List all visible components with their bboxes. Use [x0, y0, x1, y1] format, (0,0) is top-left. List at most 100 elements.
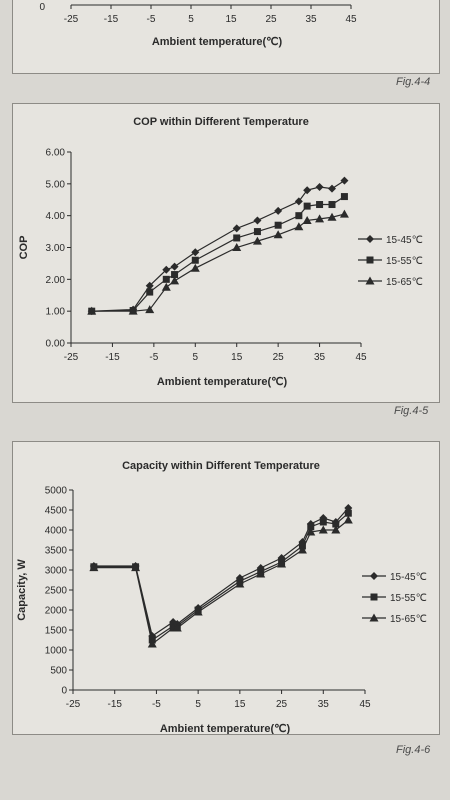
data-point-diamond	[328, 184, 336, 193]
x-tick-label: 45	[345, 14, 357, 25]
data-point-triangle	[235, 579, 245, 588]
data-point-square	[328, 201, 336, 209]
y-tick-label: 3.00	[46, 243, 66, 254]
x-tick-label: -5	[149, 352, 158, 363]
data-point-triangle	[161, 282, 171, 291]
data-point-triangle	[306, 527, 316, 536]
x-tick-label: -25	[64, 14, 79, 25]
series-line	[91, 213, 345, 312]
x-tick-label: 15	[225, 14, 237, 25]
data-point-triangle	[327, 212, 337, 221]
data-point-triangle	[365, 276, 375, 285]
x-tick-label: -15	[105, 352, 120, 363]
data-point-triangle	[252, 236, 262, 245]
chart-title: COP within Different Temperature	[133, 116, 309, 128]
y-tick-label: 3500	[45, 546, 68, 557]
data-point-diamond	[370, 572, 378, 580]
legend-label: 15-45℃	[390, 572, 427, 583]
y-tick-label: 5000	[45, 486, 68, 497]
x-tick-label: 35	[314, 352, 326, 363]
figure-4-6-frame: Capacity within Different Temperature 0 50…	[12, 441, 440, 735]
data-point-triangle	[232, 243, 242, 251]
y-tick-label: 2500	[45, 586, 68, 597]
chart-title: Capacity within Different Temperature	[122, 460, 320, 472]
legend-label: 15-65℃	[390, 614, 427, 625]
x-axis-title: Ambient temperature(℃)	[160, 723, 291, 734]
x-tick-label: 45	[359, 699, 371, 710]
y-tick-label: 6.00	[46, 148, 66, 159]
data-point-triangle	[193, 607, 203, 616]
data-point-triangle	[170, 276, 180, 285]
data-point-square	[162, 275, 170, 283]
data-point-square	[191, 256, 199, 264]
data-point-diamond	[253, 216, 262, 225]
x-tick-label: 25	[265, 14, 277, 25]
data-point-square	[340, 193, 348, 201]
chart-cop: COP within Different Temperature 0.00 1.00…	[18, 116, 423, 388]
data-point-diamond	[170, 262, 179, 271]
legend-label: 15-55℃	[386, 256, 423, 267]
data-point-triangle	[147, 639, 157, 648]
x-tick-label: 5	[188, 14, 194, 25]
x-tick-label: -25	[66, 699, 81, 710]
data-point-square	[332, 520, 340, 528]
data-point-square	[274, 221, 282, 229]
y-tick-label: 1.00	[46, 307, 66, 318]
x-axis-title: Ambient temperature(℃)	[157, 376, 288, 388]
data-point-triangle	[172, 623, 182, 632]
legend-label: 15-65℃	[386, 277, 423, 288]
data-point-square	[233, 234, 241, 242]
figure-4-5-frame: COP within Different Temperature 0.00 1.00…	[12, 103, 440, 403]
data-point-diamond	[366, 235, 374, 243]
data-point-triangle	[297, 545, 307, 554]
data-point-triangle	[369, 613, 379, 622]
y-tick-label: 0.00	[46, 339, 66, 350]
x-axis-title: Ambient temperature(℃)	[152, 36, 283, 48]
data-point-triangle	[339, 209, 349, 218]
x-tick-label: 15	[231, 352, 243, 363]
data-point-square	[171, 271, 179, 279]
legend-label: 15-45℃	[386, 235, 423, 246]
data-point-triangle	[343, 515, 353, 524]
x-tick-label: -15	[107, 699, 122, 710]
data-point-triangle	[128, 306, 138, 315]
x-tick-label: 25	[273, 352, 285, 363]
data-point-square	[316, 201, 324, 209]
data-point-diamond	[340, 176, 349, 185]
y-tick-label: 500	[50, 666, 67, 677]
x-tick-label: -5	[152, 699, 161, 710]
data-point-square	[295, 212, 303, 220]
data-point-square	[319, 518, 327, 526]
y-tick-label: 3000	[45, 566, 68, 577]
data-point-triangle	[331, 525, 341, 534]
data-point-diamond	[162, 265, 171, 274]
data-point-square	[146, 288, 154, 296]
data-point-diamond	[274, 206, 283, 215]
x-tick-label: 5	[193, 352, 199, 363]
chart-capacity: Capacity within Different Temperature 0 50…	[16, 460, 427, 735]
x-tick-label: -25	[64, 352, 79, 363]
y-tick-label: 2.00	[46, 275, 66, 286]
data-point-triangle	[89, 563, 99, 572]
data-point-triangle	[277, 559, 287, 568]
data-point-diamond	[191, 248, 200, 257]
data-point-diamond	[303, 186, 312, 195]
legend-label: 15-55℃	[390, 593, 427, 604]
y-tick-label: 0	[39, 2, 45, 13]
y-tick-label: 0	[61, 686, 67, 697]
y-axis-title: COP	[18, 236, 30, 260]
data-point-diamond	[145, 281, 154, 290]
y-tick-label: 4500	[45, 506, 68, 517]
data-point-triangle	[315, 214, 325, 223]
y-tick-label: 2000	[45, 606, 68, 617]
series-line	[91, 196, 345, 312]
data-point-triangle	[318, 525, 328, 534]
data-point-diamond	[232, 224, 241, 233]
y-axis-title: Capacity, W	[16, 559, 28, 621]
series-line	[91, 180, 345, 312]
x-tick-label: 5	[195, 699, 201, 710]
y-tick-label: 4.00	[46, 211, 66, 222]
data-point-square	[307, 523, 315, 531]
figure-4-4-frame: 0 -25 -15 -5 5 15 25 35 45 Ambient temperature(℃)	[12, 0, 440, 74]
x-tick-label: -15	[104, 14, 119, 25]
